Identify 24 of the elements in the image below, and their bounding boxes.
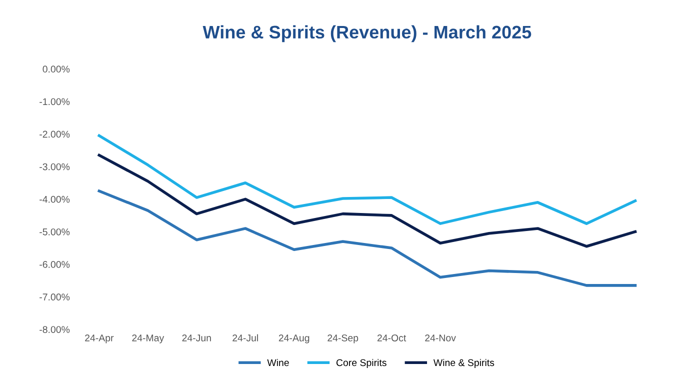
chart-title: Wine & Spirits (Revenue) - March 2025 [202,25,532,42]
line-series [98,134,637,225]
x-tick-label: 24-May [132,334,164,344]
x-tick-label: 24-Apr [85,334,114,344]
x-tick-label: 24-Jun [182,334,211,342]
y-tick-label: 0.00% [42,66,70,73]
y-tick-label: -8.00% [40,326,70,333]
legend-label: Core Spirits [336,358,386,368]
y-tick-label: -5.00% [40,228,70,236]
x-tick-label: 24-Aug [278,334,310,344]
y-tick-label: -3.00% [40,163,70,170]
y-tick-label: -1.00% [40,98,70,106]
x-tick-label: 24-Nov [425,334,456,342]
line-series [98,154,637,248]
x-tick-label: 24-Jul [232,334,258,342]
legend-label: Wine & Spirits [433,358,494,368]
legend-label: Wine [267,358,289,366]
y-tick-label: -7.00% [40,294,70,300]
x-tick-label: 24-Oct [377,334,406,342]
y-tick-label: -2.00% [40,130,70,138]
x-tick-label: 24-Sep [328,334,358,344]
y-tick-label: -4.00% [40,196,70,203]
y-tick-label: -6.00% [40,261,70,268]
line-series [98,190,637,287]
